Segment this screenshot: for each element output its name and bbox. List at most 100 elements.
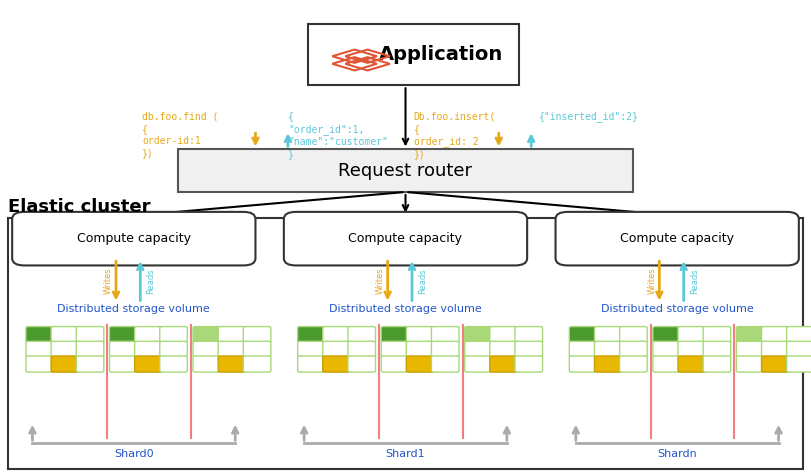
Text: Compute capacity: Compute capacity — [349, 232, 462, 245]
FancyBboxPatch shape — [569, 327, 597, 343]
FancyBboxPatch shape — [594, 341, 622, 357]
FancyBboxPatch shape — [465, 327, 492, 343]
FancyBboxPatch shape — [762, 341, 789, 357]
FancyBboxPatch shape — [569, 341, 597, 357]
FancyBboxPatch shape — [109, 341, 137, 357]
FancyBboxPatch shape — [243, 341, 271, 357]
Text: {
"order_id":1,
"name":"customer"
}: { "order_id":1, "name":"customer" } — [288, 111, 388, 159]
Text: Distributed storage volume: Distributed storage volume — [58, 304, 210, 314]
FancyBboxPatch shape — [348, 327, 375, 343]
FancyBboxPatch shape — [348, 356, 375, 372]
Text: Writes: Writes — [104, 267, 114, 294]
FancyBboxPatch shape — [193, 327, 221, 343]
FancyBboxPatch shape — [678, 341, 706, 357]
FancyBboxPatch shape — [703, 327, 731, 343]
FancyBboxPatch shape — [243, 356, 271, 372]
Text: Elastic cluster: Elastic cluster — [8, 198, 151, 216]
FancyBboxPatch shape — [193, 341, 221, 357]
FancyBboxPatch shape — [323, 341, 350, 357]
FancyBboxPatch shape — [135, 356, 162, 372]
Text: Writes: Writes — [647, 267, 657, 294]
FancyBboxPatch shape — [515, 356, 543, 372]
FancyBboxPatch shape — [51, 327, 79, 343]
FancyBboxPatch shape — [736, 327, 764, 343]
Text: Shard0: Shard0 — [114, 449, 153, 459]
FancyBboxPatch shape — [653, 327, 680, 343]
FancyBboxPatch shape — [178, 149, 633, 192]
FancyBboxPatch shape — [160, 327, 187, 343]
FancyBboxPatch shape — [298, 356, 325, 372]
FancyBboxPatch shape — [406, 327, 434, 343]
FancyBboxPatch shape — [556, 212, 799, 265]
FancyBboxPatch shape — [323, 356, 350, 372]
Text: db.foo.find (
{
order-id:1
}): db.foo.find ( { order-id:1 }) — [142, 111, 218, 159]
Text: Distributed storage volume: Distributed storage volume — [601, 304, 753, 314]
FancyBboxPatch shape — [787, 341, 811, 357]
FancyBboxPatch shape — [678, 327, 706, 343]
FancyBboxPatch shape — [12, 212, 255, 265]
FancyBboxPatch shape — [490, 356, 517, 372]
FancyBboxPatch shape — [515, 341, 543, 357]
FancyBboxPatch shape — [515, 327, 543, 343]
FancyBboxPatch shape — [298, 341, 325, 357]
Text: Reads: Reads — [146, 268, 156, 294]
FancyBboxPatch shape — [76, 356, 104, 372]
FancyBboxPatch shape — [76, 327, 104, 343]
FancyBboxPatch shape — [193, 356, 221, 372]
FancyBboxPatch shape — [678, 356, 706, 372]
Text: Compute capacity: Compute capacity — [620, 232, 734, 245]
FancyBboxPatch shape — [135, 327, 162, 343]
FancyBboxPatch shape — [298, 327, 325, 343]
FancyBboxPatch shape — [406, 356, 434, 372]
FancyBboxPatch shape — [703, 356, 731, 372]
FancyBboxPatch shape — [243, 327, 271, 343]
FancyBboxPatch shape — [569, 356, 597, 372]
FancyBboxPatch shape — [736, 341, 764, 357]
FancyBboxPatch shape — [218, 341, 246, 357]
FancyBboxPatch shape — [109, 327, 137, 343]
FancyBboxPatch shape — [8, 218, 803, 469]
FancyBboxPatch shape — [787, 356, 811, 372]
FancyBboxPatch shape — [323, 327, 350, 343]
Text: Db.foo.insert(
{
order_id: 2
}): Db.foo.insert( { order_id: 2 }) — [414, 111, 496, 159]
FancyBboxPatch shape — [653, 341, 680, 357]
FancyBboxPatch shape — [160, 341, 187, 357]
Text: Application: Application — [379, 45, 503, 64]
FancyBboxPatch shape — [381, 327, 409, 343]
Text: {"inserted_id":2}: {"inserted_id":2} — [539, 111, 639, 122]
Text: Reads: Reads — [418, 268, 427, 294]
FancyBboxPatch shape — [431, 327, 459, 343]
Text: Writes: Writes — [375, 267, 385, 294]
FancyBboxPatch shape — [218, 327, 246, 343]
FancyBboxPatch shape — [431, 341, 459, 357]
FancyBboxPatch shape — [762, 356, 789, 372]
FancyBboxPatch shape — [736, 356, 764, 372]
FancyBboxPatch shape — [490, 327, 517, 343]
FancyBboxPatch shape — [284, 212, 527, 265]
FancyBboxPatch shape — [406, 341, 434, 357]
FancyBboxPatch shape — [490, 341, 517, 357]
Text: Shardn: Shardn — [657, 449, 697, 459]
FancyBboxPatch shape — [465, 341, 492, 357]
FancyBboxPatch shape — [160, 356, 187, 372]
FancyBboxPatch shape — [26, 356, 54, 372]
Text: Compute capacity: Compute capacity — [77, 232, 191, 245]
Text: Shard1: Shard1 — [386, 449, 425, 459]
FancyBboxPatch shape — [76, 341, 104, 357]
FancyBboxPatch shape — [381, 341, 409, 357]
FancyBboxPatch shape — [653, 356, 680, 372]
FancyBboxPatch shape — [26, 327, 54, 343]
FancyBboxPatch shape — [431, 356, 459, 372]
FancyBboxPatch shape — [620, 341, 647, 357]
Text: Reads: Reads — [689, 268, 699, 294]
FancyBboxPatch shape — [381, 356, 409, 372]
FancyBboxPatch shape — [620, 356, 647, 372]
Text: Distributed storage volume: Distributed storage volume — [329, 304, 482, 314]
FancyBboxPatch shape — [594, 356, 622, 372]
FancyBboxPatch shape — [51, 356, 79, 372]
FancyBboxPatch shape — [594, 327, 622, 343]
FancyBboxPatch shape — [51, 341, 79, 357]
FancyBboxPatch shape — [308, 24, 519, 85]
FancyBboxPatch shape — [620, 327, 647, 343]
FancyBboxPatch shape — [787, 327, 811, 343]
